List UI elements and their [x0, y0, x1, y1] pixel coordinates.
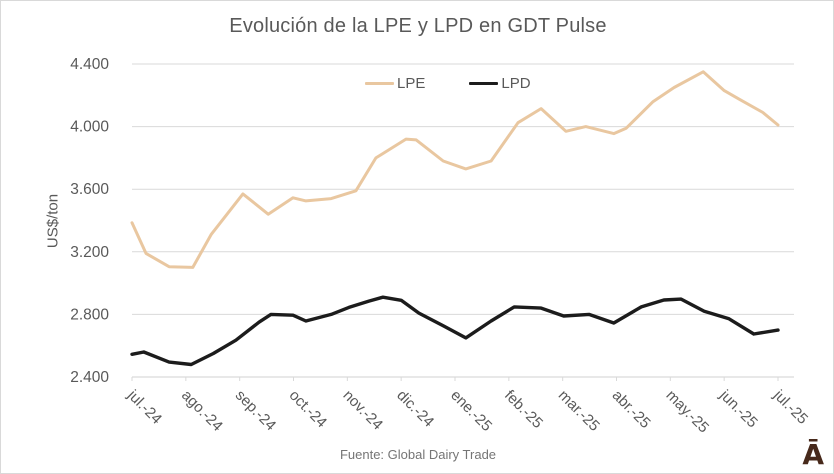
x-tick-label: ago.-24 [178, 387, 226, 435]
legend-item-lpd[interactable]: LPD [469, 75, 531, 92]
x-tick-label: abr.-25 [609, 387, 654, 432]
legend-label-lpd: LPD [501, 75, 531, 92]
legend-item-lpe[interactable]: LPE [365, 75, 425, 92]
x-tick-label: oct.-24 [286, 387, 330, 431]
x-tick-label: nov.-24 [340, 387, 387, 434]
x-tick-label: jul.-25 [769, 386, 811, 428]
lpe-line-swatch-icon [365, 82, 394, 85]
lpd-line-swatch-icon [469, 82, 499, 85]
x-tick-label: jul.-24 [123, 386, 165, 428]
x-tick-label: may.-25 [663, 387, 713, 437]
series-line-lpe [130, 70, 780, 269]
y-tick-label: 4.000 [70, 119, 109, 136]
x-tick-label: dic.-24 [393, 387, 437, 431]
chart-title: Evolución de la LPE y LPD en GDT Pulse [229, 15, 607, 37]
x-tick-label: sep.-24 [232, 387, 279, 434]
x-tick-label: ene.-25 [447, 387, 495, 435]
y-axis-title: US$/ton [44, 193, 62, 249]
x-tick-label: feb.-25 [501, 387, 546, 432]
source-note: Fuente: Global Dairy Trade [339, 447, 497, 462]
y-tick-label: 3.200 [70, 244, 109, 261]
y-tick-label: 3.600 [70, 181, 109, 198]
y-tick-label: 2.400 [70, 369, 109, 386]
brand-logo: Ā [802, 438, 824, 472]
x-tick-label: jun.-25 [716, 386, 761, 431]
series-line-lpd [130, 295, 780, 367]
x-tick-label: mar.-25 [555, 387, 603, 435]
y-tick-label: 4.400 [70, 56, 109, 73]
y-tick-label: 2.800 [70, 306, 109, 323]
legend: LPE LPD [365, 75, 531, 92]
legend-label-lpe: LPE [397, 75, 426, 92]
